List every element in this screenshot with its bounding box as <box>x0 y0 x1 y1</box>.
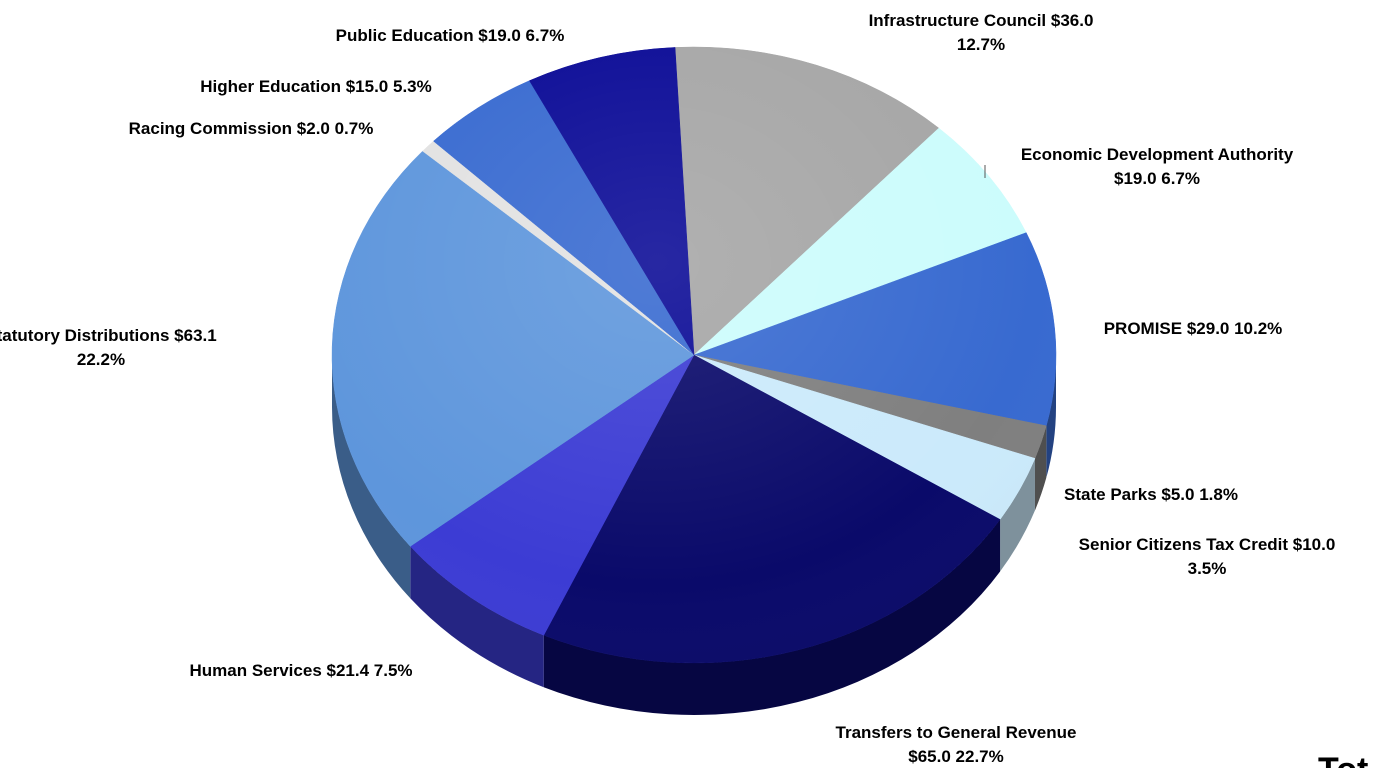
pie-depth <box>332 355 1057 715</box>
pie-side-human-services <box>410 546 544 688</box>
slice-label-line: $65.0 22.7% <box>908 747 1003 766</box>
slice-label-line: Human Services $21.4 7.5% <box>189 661 412 680</box>
slice-label-state-parks: State Parks $5.0 1.8% <box>1064 485 1238 504</box>
slice-label-line: $19.0 6.7% <box>1114 169 1200 188</box>
pie-side-transfers-to-general-revenue <box>543 519 1001 715</box>
slice-label-line: Higher Education $15.0 5.3% <box>200 77 431 96</box>
pie-side-statutory-distributions <box>332 355 411 599</box>
slice-label-promise: PROMISE $29.0 10.2% <box>1104 319 1283 338</box>
slice-label-racing-commission: Racing Commission $2.0 0.7% <box>129 119 374 138</box>
pie-side-senior-citizens-tax-credit <box>1000 458 1035 572</box>
slice-label-line: Statutory Distributions $63.1 <box>0 326 217 345</box>
slice-label-line: 22.2% <box>77 350 125 369</box>
total-partial-text: Tot <box>1318 751 1368 768</box>
pie-side-promise <box>1046 355 1057 478</box>
slice-label-line: State Parks $5.0 1.8% <box>1064 485 1238 504</box>
slice-label-line: 12.7% <box>957 35 1005 54</box>
slice-label-line: PROMISE $29.0 10.2% <box>1104 319 1283 338</box>
slice-labels: Infrastructure Council $36.0 12.7% Economi… <box>0 11 1335 766</box>
slice-label-infrastructure-council: Infrastructure Council $36.0 12.7% <box>869 11 1094 54</box>
pie-sheen <box>332 47 1056 663</box>
slice-label-public-education: Public Education $19.0 6.7% <box>336 26 565 45</box>
slice-label-human-services: Human Services $21.4 7.5% <box>189 661 412 680</box>
slice-label-line: Public Education $19.0 6.7% <box>336 26 565 45</box>
slice-label-higher-education: Higher Education $15.0 5.3% <box>200 77 431 96</box>
slice-label-statutory-distributions: Statutory Distributions $63.1 22.2% <box>0 326 217 369</box>
slice-label-economic-development-authority: Economic Development Authority $19.0 6.7% <box>1021 145 1294 188</box>
slice-label-line: 3.5% <box>1188 559 1227 578</box>
slice-label-line: Transfers to General Revenue <box>836 723 1077 742</box>
pie-top <box>331 46 1057 664</box>
slice-label-line: Economic Development Authority <box>1021 145 1294 164</box>
slice-label-transfers-to-general-revenue: Transfers to General Revenue $65.0 22.7% <box>836 723 1077 766</box>
slice-label-line: Infrastructure Council $36.0 <box>869 11 1094 30</box>
slice-label-line: Racing Commission $2.0 0.7% <box>129 119 374 138</box>
pie-side-state-parks <box>1034 425 1047 511</box>
slice-label-line: Senior Citizens Tax Credit $10.0 <box>1079 535 1336 554</box>
slice-label-senior-citizens-tax-credit: Senior Citizens Tax Credit $10.0 3.5% <box>1079 535 1336 578</box>
